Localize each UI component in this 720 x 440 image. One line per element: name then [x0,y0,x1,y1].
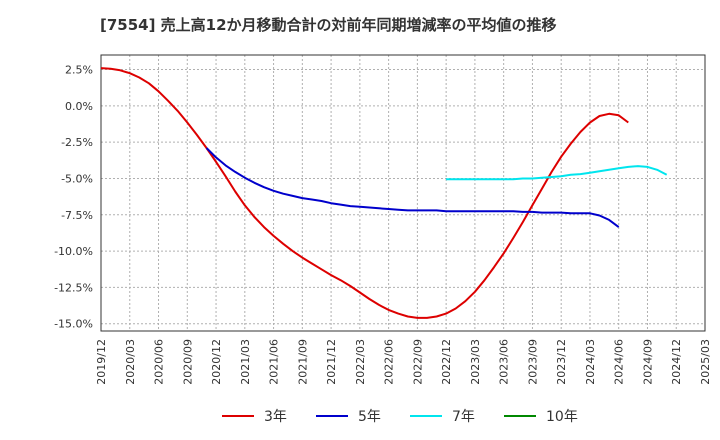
legend-item: 7年 [410,404,475,428]
chart-title: [7554] 売上高12か月移動合計の対前年同期増減率の平均値の推移 [100,16,557,34]
y-tick-label: -5.0% [61,172,93,185]
x-tick-label: 2020/06 [153,339,166,385]
y-tick-label: -7.5% [61,209,93,222]
y-tick-label: 2.5% [65,64,93,77]
x-tick-label: 2021/12 [325,339,338,385]
plot-border [100,54,706,332]
x-tick-label: 2020/09 [181,339,194,385]
legend-swatch [222,415,254,417]
legend-label: 10年 [546,409,578,425]
y-tick-label: -10.0% [54,245,93,258]
y-tick-label: -2.5% [61,136,93,149]
x-tick-label: 2024/03 [584,339,597,385]
y-tick-label: 0.0% [65,100,93,113]
x-tick-label: 2024/12 [670,339,683,385]
x-tick-label: 2021/09 [296,339,309,385]
x-tick-label: 2024/06 [613,339,626,385]
x-tick-label: 2023/09 [526,339,539,385]
y-tick-label: -15.0% [54,318,93,331]
x-tick-label: 2023/03 [469,339,482,385]
legend-swatch [410,415,442,417]
legend-item: 3年 [222,404,287,428]
legend-item: 5年 [316,404,381,428]
x-tick-label: 2023/06 [498,339,511,385]
chart-legend: 3年 5年 7年 10年 [0,404,720,428]
series-line-2 [205,147,620,228]
series-line-1 [100,67,629,319]
legend-label: 3年 [264,409,287,425]
x-tick-label: 2022/12 [440,339,453,385]
x-tick-label: 2021/06 [268,339,281,385]
x-tick-label: 2025/03 [699,339,712,385]
x-tick-label: 2022/03 [354,339,367,385]
x-tick-label: 2023/12 [555,339,568,385]
plot-area [101,55,705,331]
x-tick-label: 2024/09 [641,339,654,385]
x-tick-label: 2019/12 [95,339,108,385]
legend-label: 7年 [452,409,475,425]
legend-swatch [504,415,536,417]
y-tick-label: -12.5% [54,281,93,294]
legend-swatch [316,415,348,417]
x-tick-label: 2020/03 [124,339,137,385]
x-tick-label: 2021/03 [239,339,252,385]
x-tick-label: 2020/12 [210,339,223,385]
x-tick-label: 2022/09 [411,339,424,385]
legend-label: 5年 [358,409,381,425]
series-line-3 [446,165,668,181]
legend-item: 10年 [504,404,578,428]
x-tick-label: 2022/06 [383,339,396,385]
